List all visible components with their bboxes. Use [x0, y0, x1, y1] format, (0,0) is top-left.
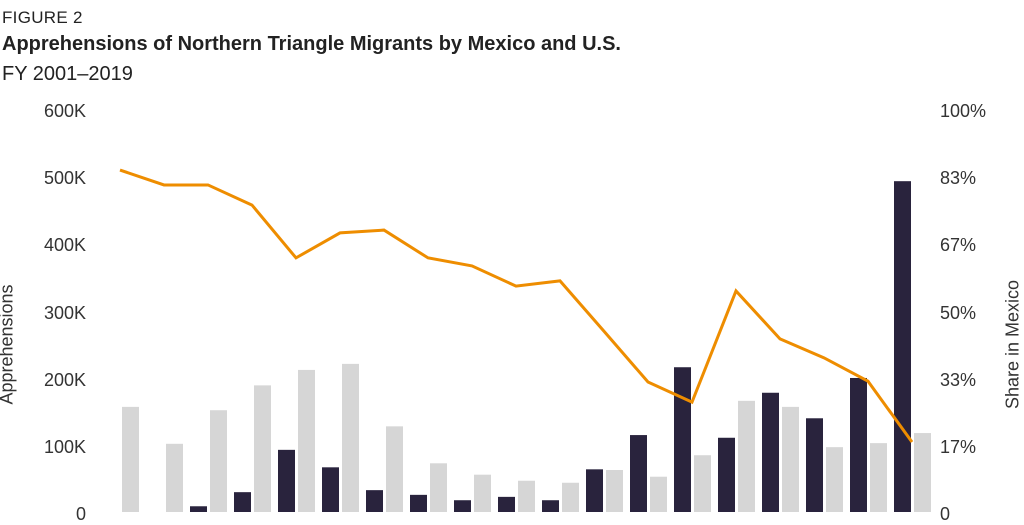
light-bar-2014	[694, 455, 711, 512]
dark-bar-2012	[586, 469, 603, 512]
light-bar-2013	[650, 477, 667, 512]
light-bar-2009	[474, 475, 491, 512]
dark-bar-2006	[322, 467, 339, 512]
dark-bar-2019	[894, 181, 911, 512]
light-bar-2007	[386, 426, 403, 512]
dark-bar-2004	[234, 492, 251, 512]
light-bar-2010	[518, 481, 535, 512]
light-bar-2001	[122, 407, 139, 512]
plot-area	[0, 0, 1024, 512]
dark-bar-2015	[718, 438, 735, 512]
dark-bar-2008	[410, 495, 427, 512]
dark-bar-2009	[454, 500, 471, 512]
light-bar-2011	[562, 483, 579, 512]
light-bar-2016	[782, 407, 799, 512]
light-bar-2015	[738, 401, 755, 512]
dark-bar-2014	[674, 367, 691, 512]
light-bar-2008	[430, 463, 447, 512]
dark-bar-2007	[366, 490, 383, 512]
dark-bar-2013	[630, 435, 647, 512]
dark-bar-2018	[850, 378, 867, 512]
dark-bar-2017	[806, 418, 823, 512]
light-bar-2006	[342, 364, 359, 512]
dark-bar-2016	[762, 393, 779, 512]
light-bar-2017	[826, 447, 843, 512]
dark-bar-2010	[498, 497, 515, 512]
dark-bar-2011	[542, 500, 559, 512]
light-bar-2012	[606, 470, 623, 512]
light-bar-2002	[166, 444, 183, 512]
light-bar-2018	[870, 443, 887, 512]
light-bar-2019	[914, 433, 931, 512]
dark-bar-2003	[190, 506, 207, 512]
dark-bar-2005	[278, 450, 295, 512]
light-bar-2004	[254, 385, 271, 512]
light-bar-2003	[210, 410, 227, 512]
light-bar-2005	[298, 370, 315, 512]
share-line	[120, 170, 912, 442]
